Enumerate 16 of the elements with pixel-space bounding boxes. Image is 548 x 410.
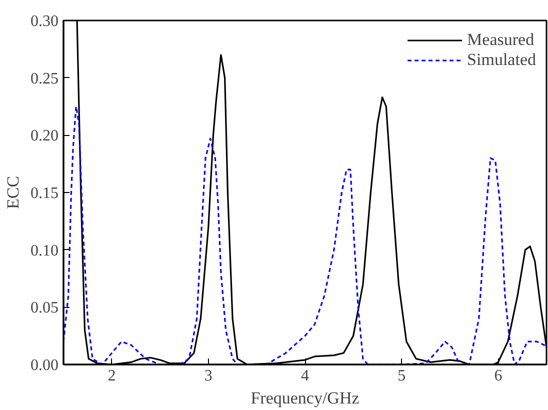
x-tick-label: 4 (301, 368, 309, 384)
y-tick-label: 0.05 (30, 300, 58, 317)
y-tick-label: 0.20 (30, 128, 58, 145)
x-axis-title: Frequency/GHz (250, 388, 360, 408)
x-tick-label: 2 (108, 368, 116, 384)
y-tick-label: 0.15 (30, 185, 58, 202)
legend-label: Simulated (467, 50, 536, 70)
x-tick-label: 6 (494, 368, 502, 384)
x-tick-label: 5 (398, 368, 406, 384)
y-axis-title: ECC (4, 176, 22, 210)
x-tick-label: 3 (204, 368, 212, 384)
y-tick-label: 0.30 (30, 13, 58, 30)
y-tick-label: 0.00 (30, 357, 58, 374)
y-tick-label: 0.25 (30, 70, 58, 88)
y-tick-label: 0.10 (30, 242, 58, 260)
legend-label: Measured (467, 30, 534, 50)
